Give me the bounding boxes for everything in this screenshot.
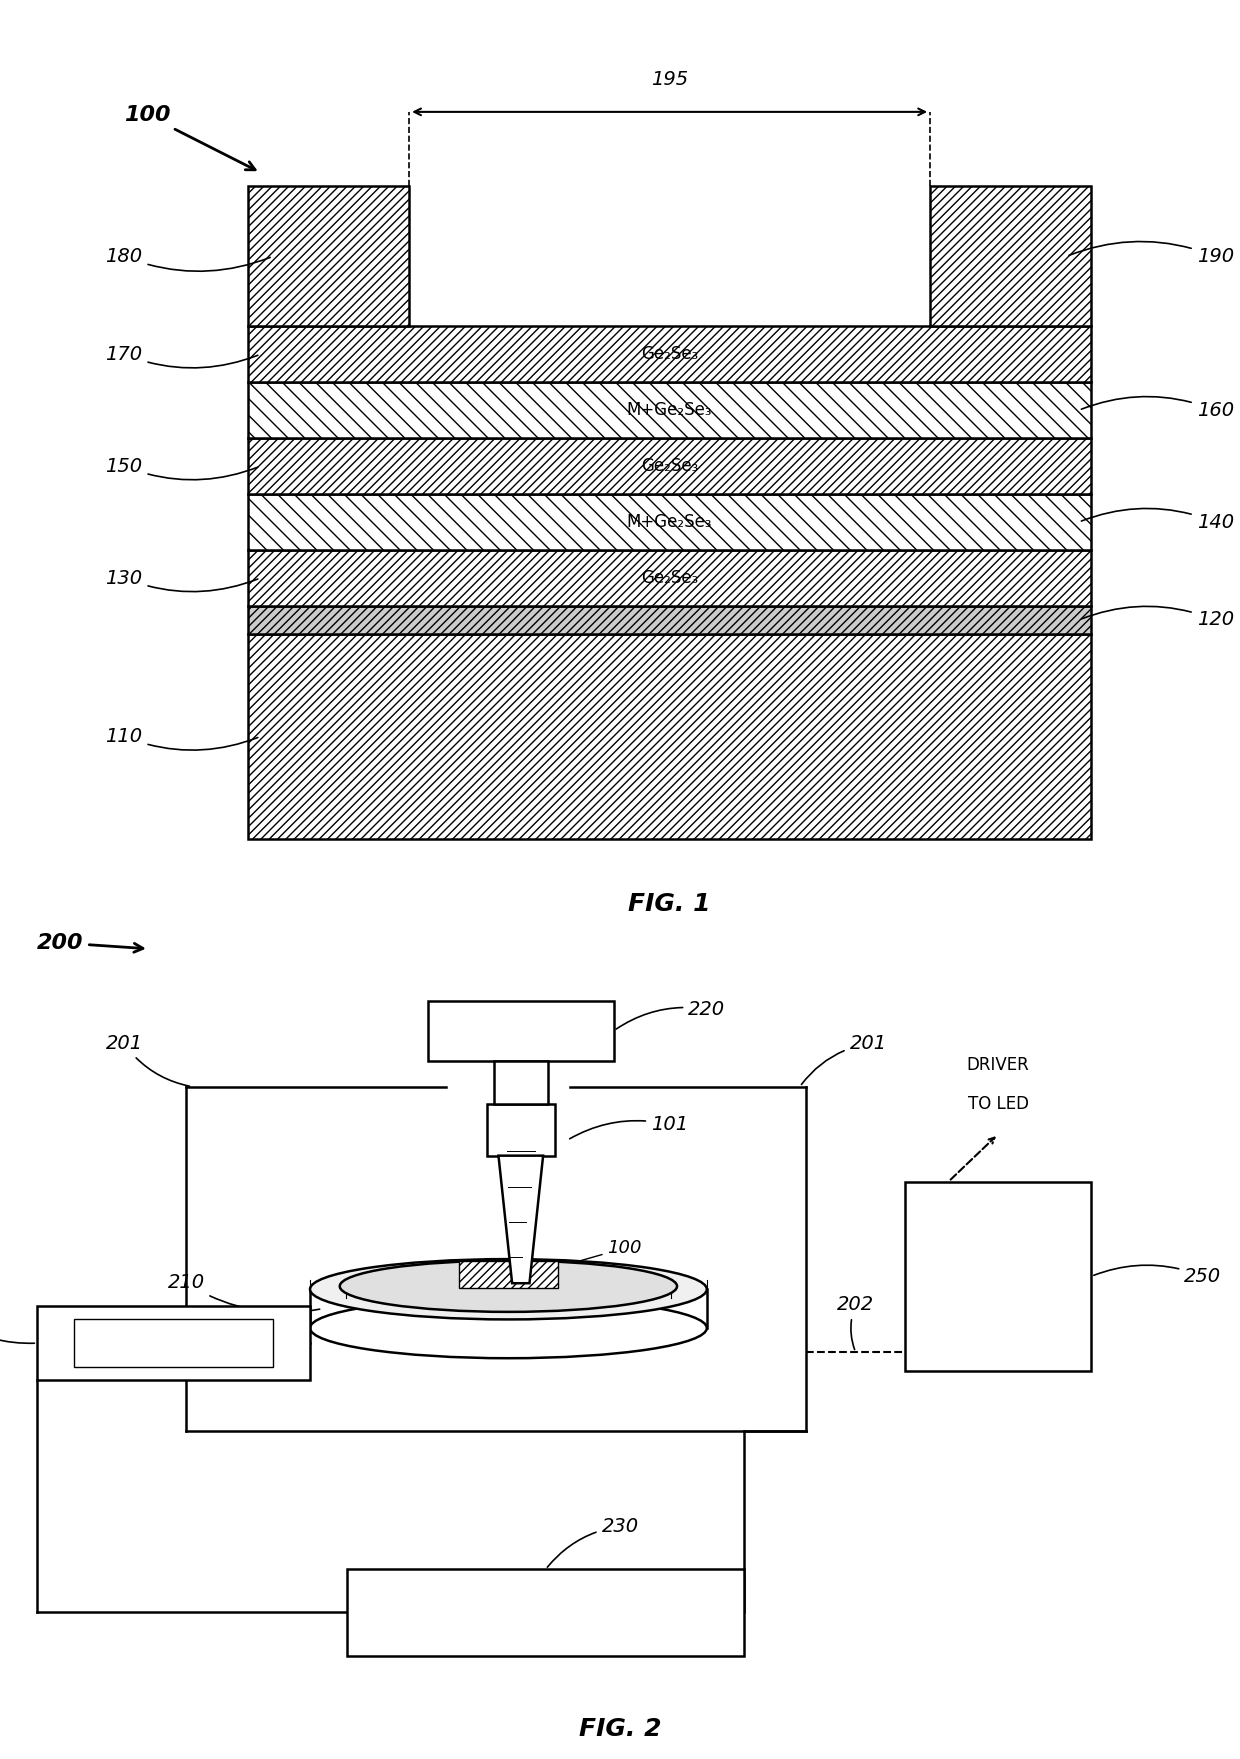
Text: FIG. 1: FIG. 1 [629,892,711,916]
Text: M+Ge₂Se₃: M+Ge₂Se₃ [627,514,712,531]
Text: 240: 240 [0,1300,35,1344]
Text: 201: 201 [801,1034,887,1085]
Ellipse shape [310,1259,707,1319]
Text: 250: 250 [1094,1265,1221,1286]
Bar [428,1001,614,1061]
Text: CH1: CH1 [920,1194,955,1212]
Text: 195: 195 [651,70,688,88]
Text: TO LED: TO LED [967,1094,1029,1113]
Text: 202: 202 [837,1295,874,1349]
Text: 100: 100 [124,106,255,171]
Text: 201: 201 [105,1034,190,1085]
Text: 190: 190 [1069,241,1234,266]
Text: 210: 210 [167,1274,320,1312]
Bar [494,1061,548,1105]
Bar [486,1105,556,1156]
Bar [248,605,1091,633]
Bar [905,1182,1091,1372]
Text: 200: 200 [37,932,143,953]
Text: 120: 120 [1081,607,1234,630]
Polygon shape [498,1156,543,1284]
Bar [248,438,1091,494]
Text: 230: 230 [547,1516,639,1567]
Bar [347,1569,744,1655]
Text: PULSE: PULSE [972,1263,1024,1282]
Bar [37,1307,310,1379]
Bar [248,551,1091,605]
Text: 160: 160 [1081,396,1234,420]
Text: DRIVER: DRIVER [967,1055,1029,1075]
Bar [248,494,1091,551]
Bar [248,186,409,327]
Text: Ge₂Se₃: Ge₂Se₃ [641,568,698,588]
Text: Ge₂Se₃: Ge₂Se₃ [641,345,698,364]
Text: 101: 101 [569,1115,688,1138]
Text: CH2: CH2 [920,1344,955,1361]
Bar [248,382,1091,438]
Text: Ge₂Se₃: Ge₂Se₃ [641,457,698,475]
Text: 170: 170 [105,345,258,368]
Bar [74,1319,273,1367]
Ellipse shape [340,1261,677,1312]
Text: 180: 180 [105,246,270,271]
Text: TRAIN: TRAIN [973,1289,1023,1309]
Bar [459,1261,558,1288]
Bar [248,633,1091,839]
Text: M+Ge₂Se₃: M+Ge₂Se₃ [627,401,712,419]
Bar [930,186,1091,327]
Text: 110: 110 [105,726,258,749]
Text: 150: 150 [105,457,258,480]
Bar [248,327,1091,382]
Text: 130: 130 [105,568,258,591]
Ellipse shape [310,1298,707,1358]
Text: FIG. 2: FIG. 2 [579,1717,661,1741]
Text: 100: 100 [536,1238,642,1274]
Text: 220: 220 [616,999,725,1029]
Text: 140: 140 [1081,508,1234,531]
